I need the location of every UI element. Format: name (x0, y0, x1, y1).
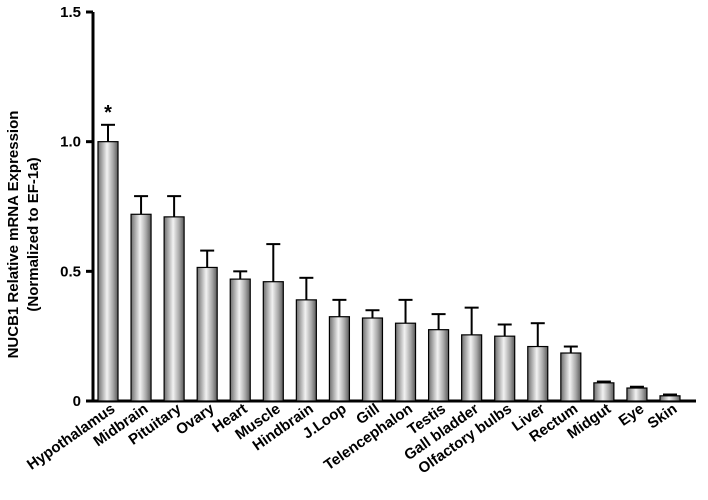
x-tick-label: Eye (616, 400, 648, 429)
bar (394, 322, 417, 402)
y-axis-title-line1: NUCB1 Relative mRNA Expression (5, 111, 22, 359)
bar (130, 213, 152, 402)
bars (97, 123, 681, 402)
bar (295, 299, 317, 402)
bar (328, 316, 351, 402)
x-tick-label: Ovary (173, 400, 218, 439)
x-tick-label: Skin (645, 400, 681, 432)
y-tick-label: 1.5 (60, 4, 81, 21)
bar (427, 329, 450, 402)
bar (461, 334, 483, 402)
y-tick-label: 0 (73, 393, 81, 410)
labels: HypothalamusMidbrainPituitaryOvaryHeartM… (24, 102, 680, 478)
bar (196, 266, 218, 402)
y-tick-label: 1.0 (60, 134, 81, 151)
bar (163, 216, 185, 402)
bar (229, 278, 251, 402)
y-axis-title-line2: (Normalized to EF-1a) (25, 157, 42, 311)
bar (494, 335, 516, 402)
bar (560, 352, 582, 402)
bar (527, 345, 549, 402)
bar (97, 141, 119, 402)
bar (626, 387, 648, 402)
y-tick-label: 0.5 (60, 263, 81, 280)
bar (593, 382, 615, 402)
significance-marker: * (104, 102, 112, 124)
bar (361, 317, 384, 402)
bar (262, 281, 284, 402)
